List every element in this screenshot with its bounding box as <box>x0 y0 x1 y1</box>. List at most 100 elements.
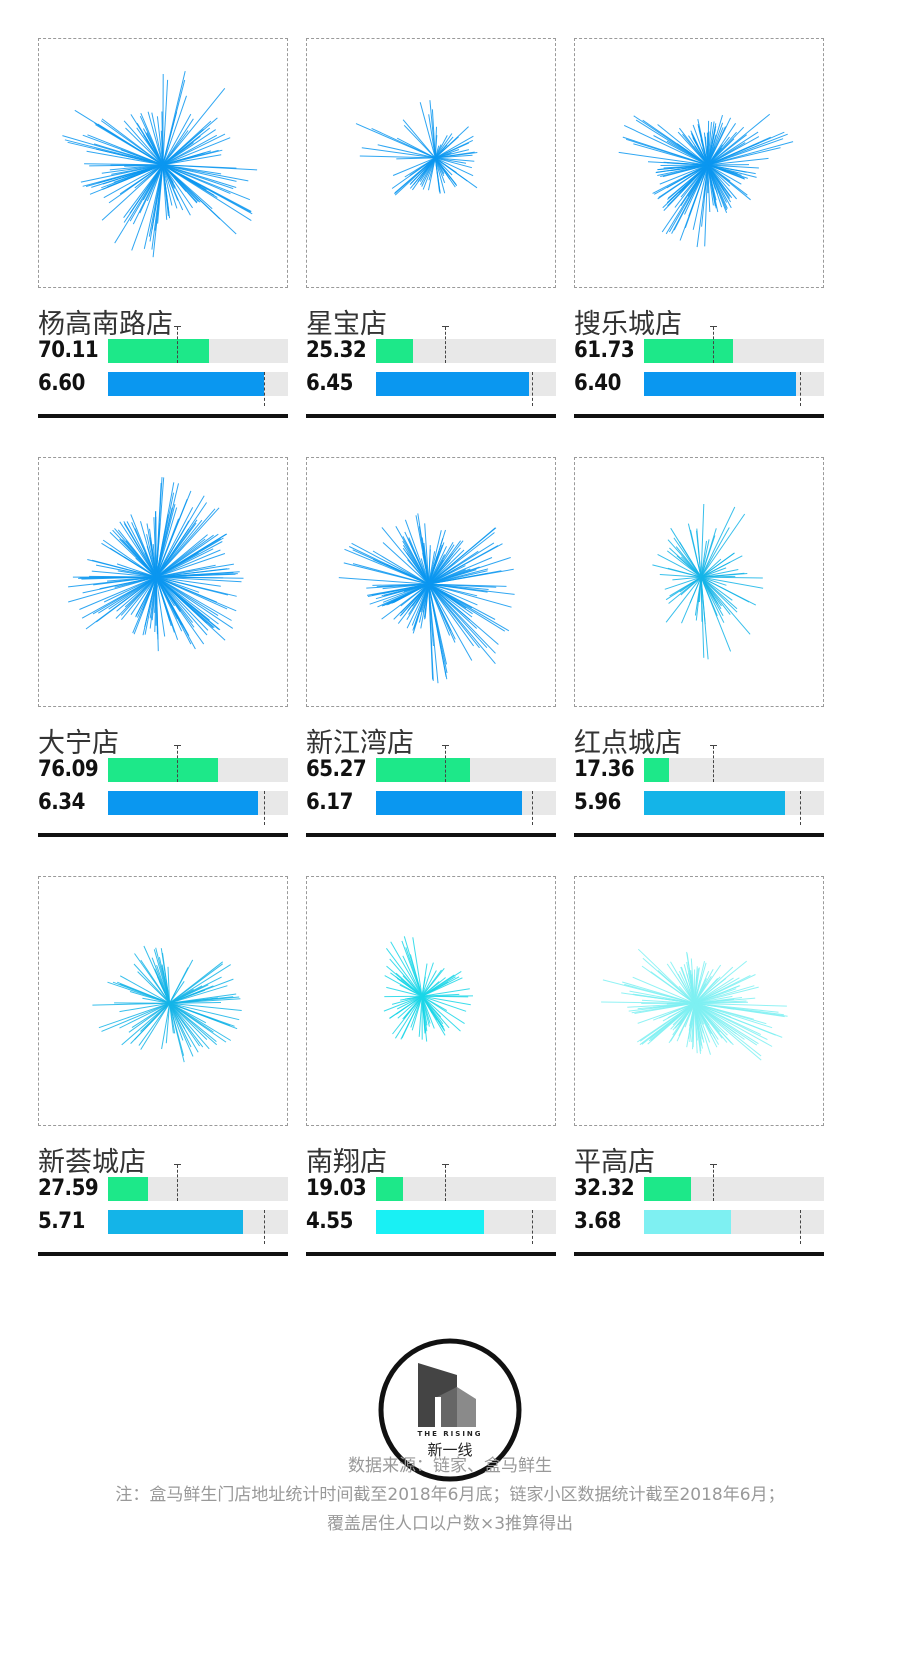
radial-line <box>428 583 497 588</box>
radial-line <box>412 583 430 631</box>
population-row: 70.11 <box>38 326 288 364</box>
radial-line <box>701 569 739 578</box>
radial-line <box>119 975 170 1004</box>
radial-line <box>156 576 242 583</box>
radial-line <box>156 563 234 578</box>
average-marker <box>173 745 181 782</box>
population-row: 19.03 <box>306 1164 556 1202</box>
average-marker <box>264 791 266 825</box>
average-marker <box>532 372 534 406</box>
population-bar <box>644 1177 691 1201</box>
radial-line <box>129 164 164 222</box>
radial-line <box>700 577 705 658</box>
average-marker <box>532 791 534 825</box>
radial-line <box>109 532 157 578</box>
population-value: 17.36 <box>574 757 635 782</box>
radial-line <box>80 164 163 183</box>
radial-line <box>162 149 223 166</box>
radial-line <box>410 996 423 1028</box>
radial-line <box>394 157 436 196</box>
radial-line <box>156 571 240 578</box>
price-value: 6.17 <box>306 790 353 815</box>
price-value: 5.96 <box>574 790 621 815</box>
radial-line <box>707 131 785 166</box>
footer-note: 注：盒马鲜生门店地址统计时间截至2018年6月底；链家小区数据统计截至2018年… <box>115 1485 785 1505</box>
radial-line <box>68 576 157 588</box>
radial-line <box>413 157 436 185</box>
radial-line <box>700 513 746 578</box>
radial-line <box>707 144 724 166</box>
radial-line <box>428 583 510 632</box>
radial-line <box>694 997 743 1004</box>
radial-line <box>680 164 709 207</box>
radial-line <box>100 120 164 166</box>
radial-line <box>700 561 731 578</box>
bar-track <box>644 1210 824 1244</box>
radial-line <box>138 1002 170 1046</box>
radial-line <box>700 506 736 578</box>
radial-line <box>428 583 496 665</box>
radial-line <box>392 995 423 1035</box>
radial-line <box>700 567 727 578</box>
radial-line <box>169 1002 242 1011</box>
radial-line <box>694 1003 705 1025</box>
radial-line <box>428 114 436 158</box>
radial-line <box>694 1002 767 1025</box>
radial-line <box>707 164 723 208</box>
radial-line <box>428 583 512 608</box>
radial-line <box>428 527 496 585</box>
radial-line <box>372 559 429 585</box>
radial-line <box>707 127 724 166</box>
radial-line <box>383 995 423 1012</box>
radial-line <box>428 584 439 684</box>
coverage-radial-chart <box>306 457 556 707</box>
radial-line <box>406 583 430 629</box>
radial-line <box>421 995 446 1032</box>
radial-line <box>700 540 707 578</box>
bar-track <box>376 791 556 825</box>
bar-track <box>644 326 824 363</box>
radial-line <box>162 164 178 209</box>
radial-line <box>670 1002 695 1030</box>
radial-line <box>169 961 224 1004</box>
footer-note-2: 覆盖居住人口以户数×3推算得出 <box>326 1514 574 1534</box>
price-bar <box>376 372 529 396</box>
radial-line <box>169 1002 210 1050</box>
radial-line <box>169 964 231 1004</box>
bar-track <box>108 1210 288 1244</box>
radial-line <box>421 970 437 997</box>
radial-line <box>637 1002 695 1043</box>
radial-line <box>399 984 423 997</box>
radial-line <box>404 157 436 178</box>
population-value: 70.11 <box>38 338 99 363</box>
price-bar <box>376 1210 484 1234</box>
price-row: 4.55 <box>306 1209 556 1244</box>
radial-line <box>351 542 429 585</box>
radial-line <box>390 941 423 997</box>
bar-track <box>376 745 556 782</box>
radial-line <box>156 576 237 597</box>
radial-line <box>656 164 708 173</box>
radial-line <box>146 523 157 578</box>
price-bar <box>644 1210 732 1234</box>
radial-line <box>678 164 709 193</box>
radial-line <box>671 164 709 234</box>
radial-line <box>701 576 764 589</box>
radial-line <box>428 570 502 585</box>
average-marker <box>532 1210 534 1244</box>
coverage-radial-chart <box>306 38 556 288</box>
panel-baseline <box>574 1252 824 1256</box>
radial-line <box>162 113 192 166</box>
price-value: 6.34 <box>38 790 85 815</box>
radial-line <box>694 986 759 1004</box>
radial-line <box>428 559 451 585</box>
population-row: 65.27 <box>306 745 556 783</box>
radial-line <box>700 535 716 578</box>
radial-line <box>664 576 702 590</box>
store-name: 新荟城店 <box>38 1147 146 1178</box>
radial-line <box>694 1002 776 1036</box>
radial-line <box>694 960 705 1004</box>
radial-line <box>156 116 164 165</box>
radial-line <box>156 553 226 578</box>
radial-line <box>694 1002 762 1036</box>
